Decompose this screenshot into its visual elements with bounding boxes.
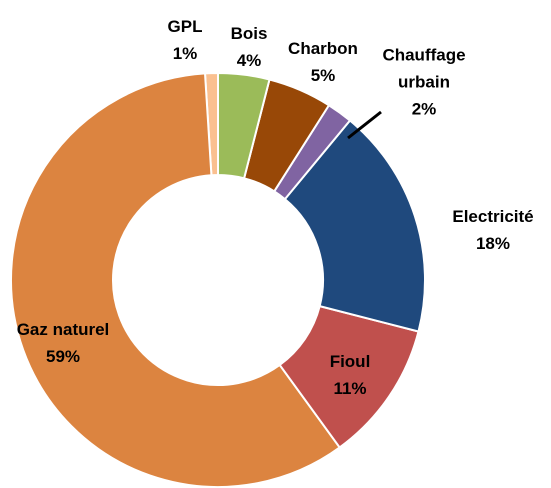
category-label: Chauffage urbain — [382, 45, 466, 92]
slice-label: Gaz naturel 59% — [17, 316, 110, 370]
category-label: Charbon — [288, 39, 358, 58]
slice-label: GPL 1% — [168, 13, 203, 67]
value-label: 2% — [411, 99, 437, 119]
slice — [242, 78, 331, 193]
slice — [272, 103, 352, 201]
value-label: 1% — [172, 44, 198, 63]
category-label: Fioul — [329, 352, 371, 371]
category-label: Electricité — [452, 207, 534, 226]
value-label: 18% — [475, 234, 511, 253]
value-label: 5% — [310, 66, 336, 85]
category-label: Gaz naturel — [16, 320, 110, 339]
value-label: 59% — [45, 347, 81, 366]
slice-label: Chauffage urbain 2% — [374, 42, 474, 123]
slice — [283, 119, 426, 333]
slice — [278, 304, 420, 449]
value-label: 11% — [333, 379, 367, 398]
slice — [217, 71, 271, 180]
slice-label: Bois 4% — [231, 20, 268, 74]
leader-line — [347, 110, 382, 140]
slice-label: Charbon 5% — [288, 35, 358, 89]
slice — [10, 72, 342, 488]
value-label: 4% — [236, 51, 262, 70]
category-label: Bois — [230, 24, 268, 43]
slice-label: Fioul 11% — [330, 348, 371, 402]
category-label: GPL — [167, 17, 203, 36]
slice-label: Electricité 18% — [452, 203, 533, 257]
